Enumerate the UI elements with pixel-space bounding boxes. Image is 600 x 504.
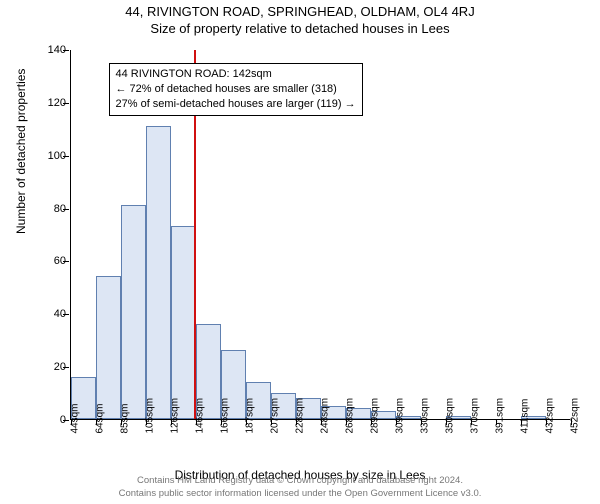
bar: [146, 126, 171, 419]
ytick-label: 60: [42, 255, 66, 267]
info-box: 44 RIVINGTON ROAD: 142sqm ← 72% of detac…: [109, 63, 363, 116]
ytick-label: 40: [42, 308, 66, 320]
info-box-line1: 44 RIVINGTON ROAD: 142sqm: [116, 67, 356, 82]
bar: [96, 276, 121, 419]
ytick-label: 140: [42, 44, 66, 56]
ytick-label: 100: [42, 150, 66, 162]
info-box-line3: 27% of semi-detached houses are larger (…: [116, 97, 356, 112]
plot-region: 44sqm64sqm85sqm105sqm126sqm146sqm166sqm1…: [70, 50, 570, 420]
ytick-label: 80: [42, 203, 66, 215]
chart-container: 44, RIVINGTON ROAD, SPRINGHEAD, OLDHAM, …: [0, 4, 600, 504]
ytick-label: 120: [42, 97, 66, 109]
bar: [121, 205, 146, 419]
title-sub: Size of property relative to detached ho…: [0, 21, 600, 36]
footer-line2: Contains public sector information licen…: [0, 488, 600, 500]
footer-line1: Contains HM Land Registry data © Crown c…: [0, 475, 600, 487]
ytick-label: 0: [42, 414, 66, 426]
chart-area: 44sqm64sqm85sqm105sqm126sqm146sqm166sqm1…: [70, 50, 570, 420]
bar: [171, 226, 196, 419]
footer: Contains HM Land Registry data © Crown c…: [0, 475, 600, 500]
ytick-label: 20: [42, 361, 66, 373]
title-main: 44, RIVINGTON ROAD, SPRINGHEAD, OLDHAM, …: [0, 4, 600, 19]
info-box-line2: ← 72% of detached houses are smaller (31…: [116, 82, 356, 97]
y-axis-label: Number of detached properties: [14, 69, 28, 234]
